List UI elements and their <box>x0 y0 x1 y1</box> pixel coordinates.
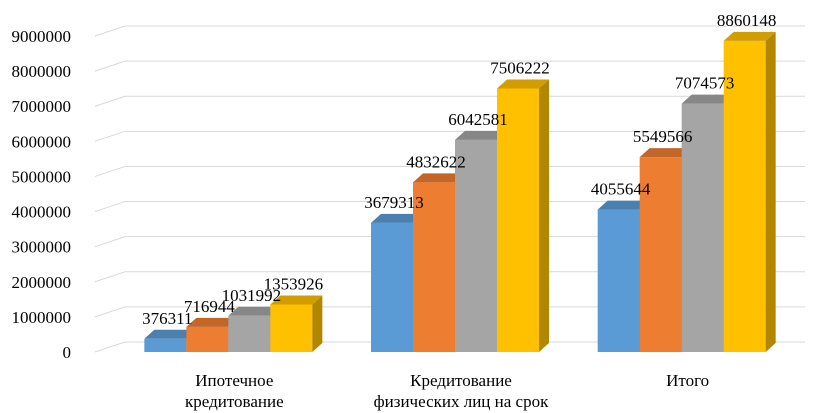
bar-front <box>723 40 766 352</box>
gridline <box>94 25 805 37</box>
gridline <box>94 201 805 213</box>
data-label: 1353926 <box>264 274 324 293</box>
y-tick-label: 6000000 <box>12 132 72 151</box>
category-label: кредитование <box>185 392 284 411</box>
data-label: 8860148 <box>717 11 777 30</box>
data-label: 5549566 <box>633 127 693 146</box>
gridline <box>94 271 805 283</box>
gridline <box>94 341 805 353</box>
gridline <box>94 306 805 318</box>
y-tick-label: 1000000 <box>12 308 72 327</box>
bar <box>270 295 323 352</box>
bar-side <box>765 31 776 352</box>
bar-top <box>144 329 197 339</box>
gridline <box>94 60 805 72</box>
y-tick-label: 0 <box>63 343 72 362</box>
bar-front <box>413 182 455 352</box>
bar-top <box>497 79 549 89</box>
bar-side <box>312 295 323 352</box>
bar-front <box>639 157 682 352</box>
data-label: 7074573 <box>675 74 735 93</box>
category-labels: Ипотечное кредитование Кредитование физичес… <box>185 371 709 411</box>
bar-side <box>539 79 549 352</box>
bar-top <box>455 130 507 140</box>
y-tick-label: 3000000 <box>12 238 72 257</box>
bar-top <box>186 317 239 327</box>
bars <box>144 31 776 352</box>
bar <box>723 31 776 352</box>
bar-top <box>597 200 650 210</box>
bar-front <box>597 209 640 352</box>
data-label: 4055644 <box>591 180 651 199</box>
gridline <box>94 165 805 177</box>
data-label: 716944 <box>184 297 236 316</box>
bar-front <box>455 139 497 352</box>
data-label: 6042581 <box>448 110 508 129</box>
bar-front <box>497 88 539 352</box>
y-tick-label: 2000000 <box>12 273 72 292</box>
bar-front <box>144 338 187 352</box>
data-label: 3679313 <box>364 193 424 212</box>
y-tick-label: 9000000 <box>12 27 72 46</box>
data-label: 376311 <box>142 309 192 328</box>
bar-front <box>371 222 413 352</box>
category-label: Ипотечное <box>195 371 273 390</box>
bar-top <box>723 31 776 41</box>
bar-front <box>186 326 229 352</box>
y-tick-label: 8000000 <box>12 62 72 81</box>
bar-top <box>270 295 323 305</box>
category-label: Кредитование <box>410 371 512 390</box>
y-tick-label: 5000000 <box>12 167 72 186</box>
bar-top <box>413 173 465 183</box>
y-tick-label: 4000000 <box>12 203 72 222</box>
bar-top <box>371 213 423 223</box>
bar-front <box>228 315 271 352</box>
y-axis-ticks: 0 1000000 2000000 3000000 4000000 5000000 6000… <box>12 27 72 362</box>
data-label: 7506222 <box>490 58 550 77</box>
bar-top <box>228 306 281 316</box>
data-label: 1031992 <box>222 286 282 305</box>
bar-top <box>639 148 692 158</box>
gridline <box>94 95 805 107</box>
grid <box>94 25 805 353</box>
gridline <box>94 130 805 142</box>
data-label: 4832622 <box>406 152 466 171</box>
category-label: Итого <box>666 371 709 390</box>
bar-front <box>270 304 313 352</box>
y-tick-label: 7000000 <box>12 97 72 116</box>
bar <box>497 79 549 352</box>
bar-front <box>681 103 724 352</box>
bar-top <box>681 94 734 104</box>
gridline <box>94 236 805 248</box>
category-label: физических лиц на срок <box>374 392 549 411</box>
